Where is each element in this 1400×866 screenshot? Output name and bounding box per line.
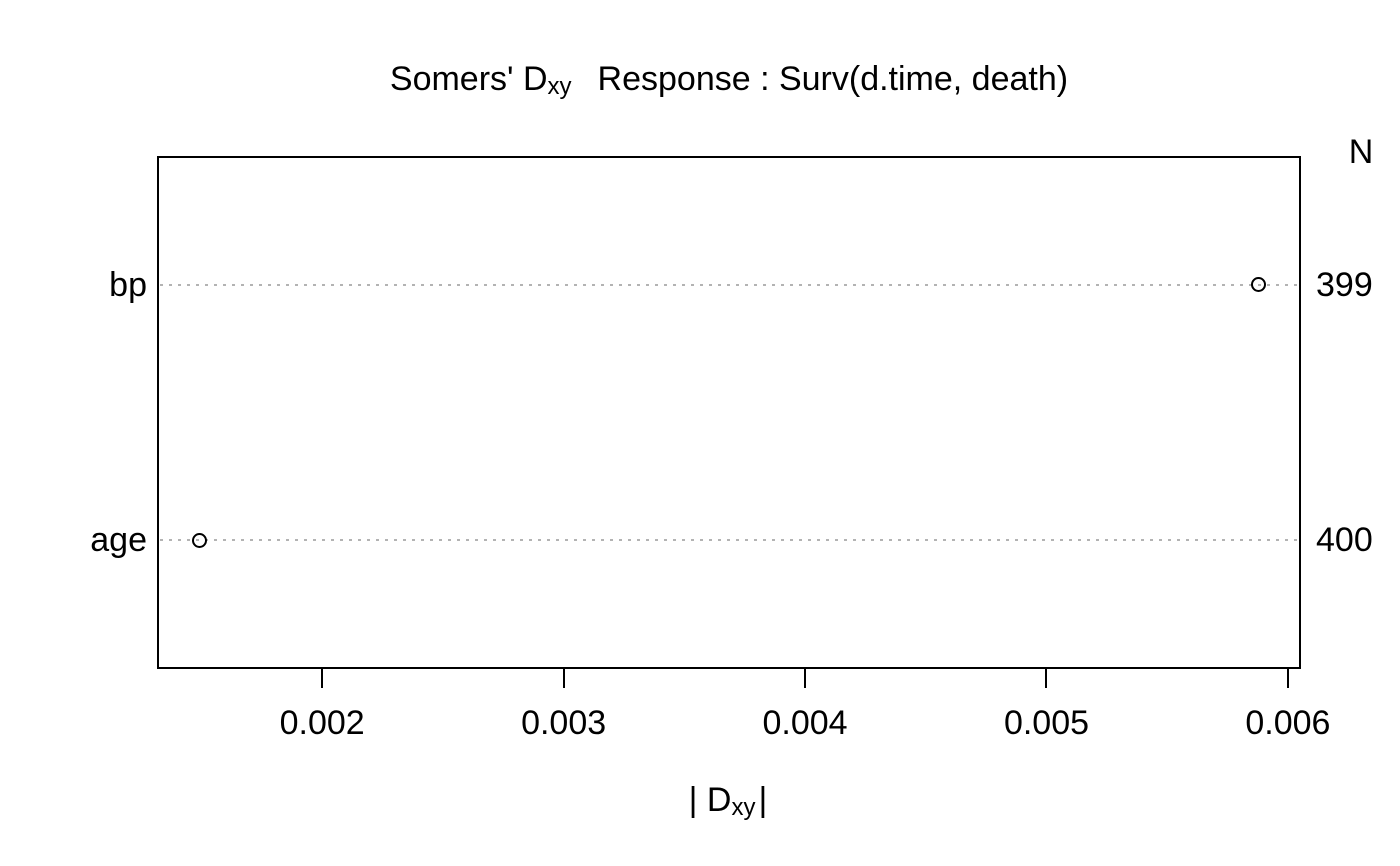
y-category-label-bp: bp (109, 265, 147, 304)
x-axis-title-subscript: xy (731, 794, 756, 821)
x-tick-mark-0.004 (804, 668, 807, 688)
x-tick-label-0.005: 0.005 (1003, 704, 1090, 742)
x-tick-mark-0.002 (321, 668, 324, 688)
x-tick-label-0.002: 0.002 (279, 704, 365, 742)
row-dotted-line-bp (160, 283, 1298, 286)
x-tick-mark-0.005 (1045, 668, 1048, 688)
n-value-label-bp: 399 (1316, 265, 1373, 304)
chart-title-response: Response : Surv(d.time, death) (597, 59, 1069, 98)
data-point-circle-bp (1251, 277, 1267, 293)
row-dotted-line-age (160, 539, 1298, 542)
data-point-circle-age (191, 532, 207, 548)
y-category-label-age: age (90, 521, 147, 560)
x-tick-label-0.003: 0.003 (521, 704, 607, 742)
x-axis-title-abs-close: | (758, 780, 768, 819)
n-column-header: N (1348, 133, 1374, 171)
n-value-label-age: 400 (1316, 521, 1373, 560)
chart-title-somers: Somers' D (389, 59, 548, 98)
x-tick-mark-0.003 (562, 668, 565, 688)
x-tick-mark-0.006 (1286, 668, 1289, 688)
x-tick-label-0.006: 0.006 (1245, 704, 1331, 742)
x-tick-label-0.004: 0.004 (762, 704, 848, 742)
plot-area-border (157, 156, 1301, 669)
chart-title-somers-subscript: xy (547, 73, 572, 100)
x-axis-title-abs-d: | D (688, 780, 732, 819)
